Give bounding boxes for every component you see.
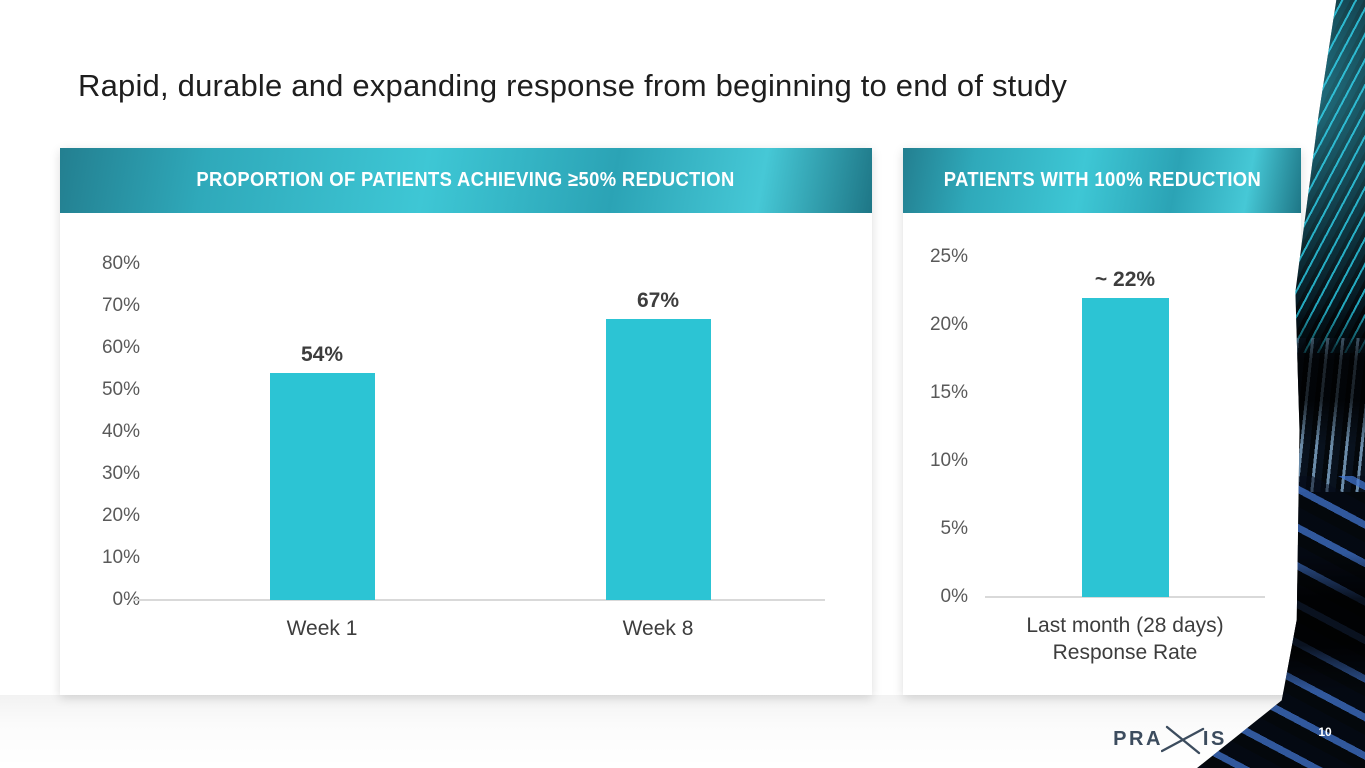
y-tick-label: 40%	[101, 421, 140, 442]
page-number: 10	[1318, 725, 1332, 739]
bar-week-1	[269, 373, 375, 600]
praxis-logo-text-right: IS	[1202, 728, 1227, 750]
chart-card-100pct-reduction: PATIENTS WITH 100% REDUCTION 0% 5% 10% 15% 2…	[903, 148, 1301, 695]
y-tick-label: 50%	[101, 379, 140, 400]
footer-fade	[0, 695, 1365, 768]
y-tick-label: 70%	[101, 295, 140, 316]
chart-header: PROPORTION OF PATIENTS ACHIEVING ≥50% RE…	[60, 148, 872, 213]
chart-header-title: PROPORTION OF PATIENTS ACHIEVING ≥50% RE…	[196, 169, 736, 191]
y-tick-label: 10%	[101, 547, 140, 568]
bar-week-8	[605, 319, 711, 600]
y-tick-label: 60%	[101, 337, 140, 358]
praxis-logo-text-left: PRA	[1113, 728, 1163, 750]
bar-value-label: ~ 22%	[1094, 268, 1156, 291]
y-tick-label: 20%	[101, 505, 140, 526]
x-axis-line	[985, 596, 1265, 598]
y-tick-label: 15%	[929, 382, 968, 403]
y-tick-label: 25%	[929, 246, 968, 267]
chart-card-50pct-reduction: PROPORTION OF PATIENTS ACHIEVING ≥50% RE…	[60, 148, 872, 695]
category-label: Week 1	[286, 617, 358, 640]
praxis-x-icon	[1160, 725, 1205, 755]
y-tick-label: 0%	[112, 589, 140, 610]
category-label: Last month (28 days) Response Rate	[1026, 614, 1224, 664]
y-tick-label: 10%	[929, 450, 968, 471]
chart-header: PATIENTS WITH 100% REDUCTION	[903, 148, 1301, 213]
chart-header-title: PATIENTS WITH 100% REDUCTION	[943, 169, 1261, 191]
y-tick-label: 5%	[940, 518, 968, 539]
y-tick-label: 20%	[929, 314, 968, 335]
x-axis-line	[133, 599, 825, 601]
category-label: Week 8	[622, 617, 694, 640]
page-title: Rapid, durable and expanding response fr…	[78, 68, 1068, 103]
bar-value-label: 67%	[636, 289, 680, 312]
praxis-logo: PRA IS	[1092, 720, 1248, 758]
y-tick-label: 80%	[101, 253, 140, 274]
bar-value-label: 54%	[300, 343, 344, 366]
y-tick-label: 0%	[940, 586, 968, 607]
bar-last-month-28-days-	[1081, 298, 1169, 597]
y-tick-label: 30%	[101, 463, 140, 484]
